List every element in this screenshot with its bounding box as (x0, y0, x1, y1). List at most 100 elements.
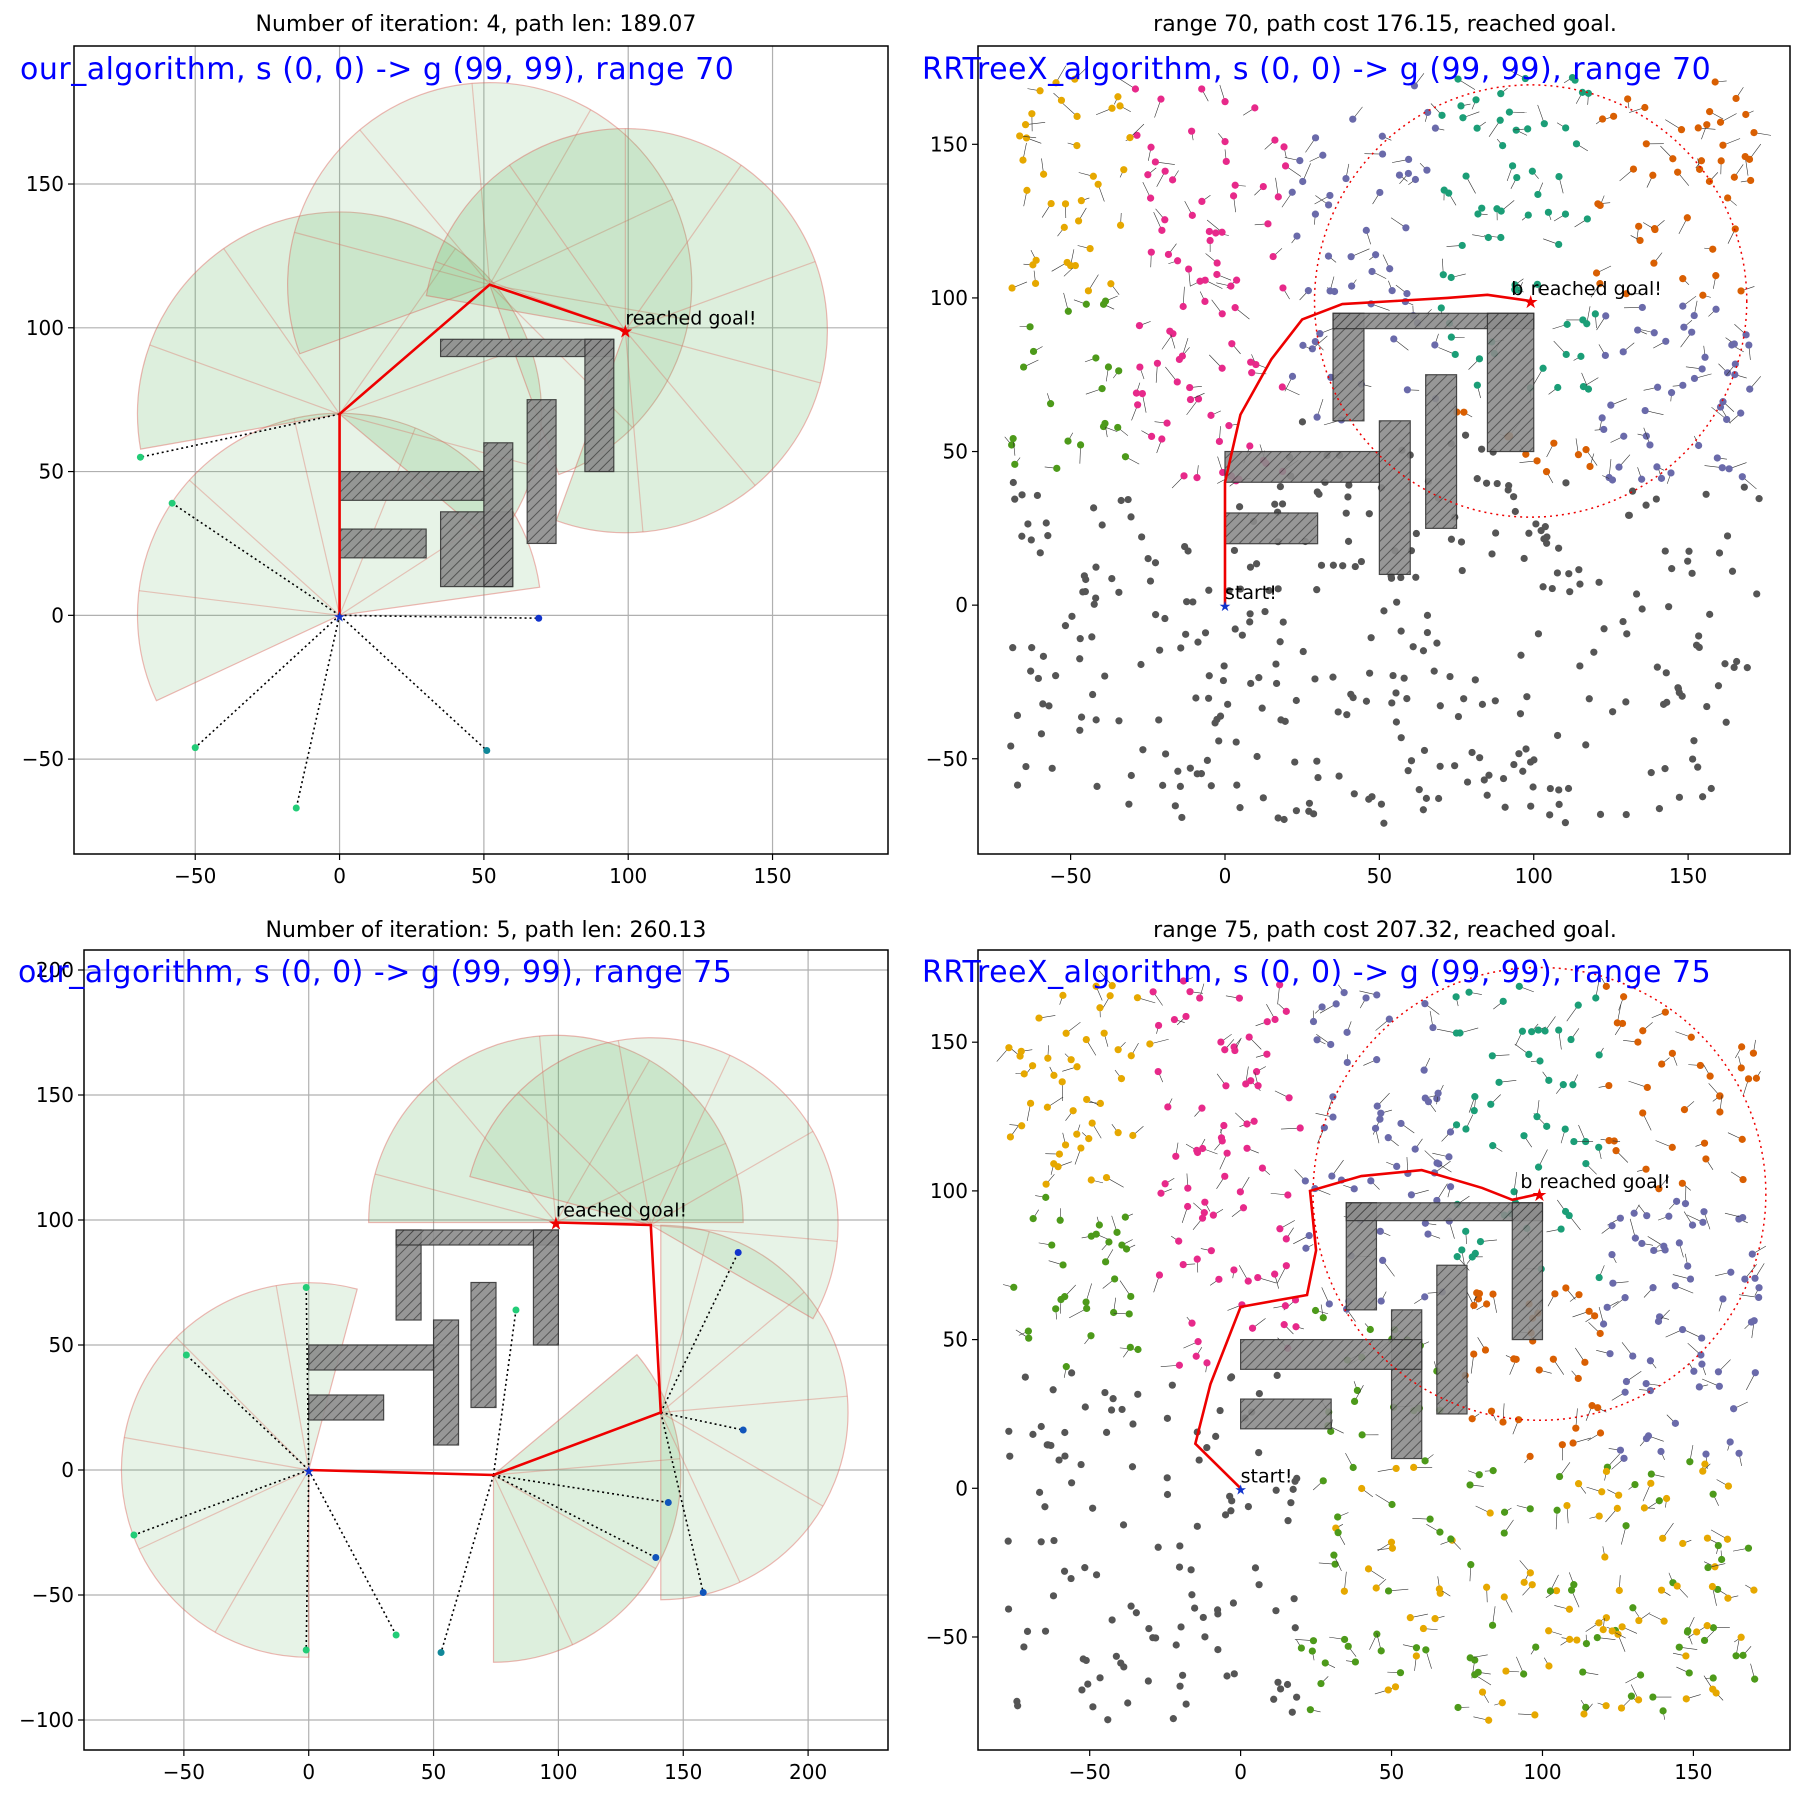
tree-node (1296, 1124, 1304, 1132)
tree-node (1046, 400, 1055, 408)
tree-node (1073, 1063, 1081, 1071)
tree-node (1029, 261, 1037, 269)
tree-node (1135, 322, 1144, 330)
tree-node (1169, 176, 1177, 184)
tree-node (1694, 124, 1702, 132)
x-tick-label: 50 (471, 864, 496, 888)
frontier-point (130, 1531, 138, 1539)
visibility-sector (660, 1224, 849, 1601)
tree-node (1372, 1584, 1380, 1592)
tree-node (1358, 1484, 1366, 1493)
tree-node (1273, 1371, 1281, 1380)
tree-node (1133, 994, 1142, 1002)
tree-node (1740, 483, 1748, 491)
sector-ray (138, 1469, 309, 1550)
tree-node (1213, 715, 1221, 724)
tree-node (1391, 1683, 1400, 1691)
tree-node (1421, 1457, 1429, 1465)
tree-node (1573, 1636, 1581, 1644)
tree-node (1663, 698, 1671, 706)
obstacle (1486, 312, 1535, 453)
tree-node (1280, 815, 1288, 824)
tree-node (1158, 435, 1166, 443)
tree-node (1049, 1386, 1057, 1394)
tree-node (1693, 1628, 1701, 1636)
tree-node (1229, 192, 1238, 200)
tree-node (1376, 188, 1384, 197)
tree-node (1724, 1482, 1733, 1490)
tree-node (1684, 557, 1692, 565)
tree-node (1373, 1056, 1381, 1064)
tree-node (1673, 1197, 1681, 1205)
tree-node (1679, 381, 1687, 389)
tree-node (1008, 284, 1016, 292)
tree-node (1405, 155, 1413, 164)
tree-node (1721, 660, 1729, 668)
tree-node (1662, 669, 1670, 677)
tree-node (1409, 643, 1417, 651)
tree-node (1555, 544, 1563, 552)
tree-node (1152, 611, 1160, 619)
tree-node (1199, 1144, 1207, 1153)
tree-node (1600, 425, 1608, 434)
tree-node (1116, 102, 1124, 110)
tree-node (1682, 1695, 1690, 1703)
tree-node (1335, 772, 1343, 780)
tree-node (1541, 1027, 1549, 1035)
tree-node (1741, 1275, 1749, 1283)
y-tick-label: −50 (22, 747, 64, 771)
tree-node (1505, 108, 1514, 116)
tree-node (1480, 776, 1488, 784)
tree-node (1101, 419, 1109, 428)
tree-node (1548, 584, 1556, 593)
tree-node (1608, 476, 1617, 484)
tree-node (1420, 1066, 1428, 1074)
x-tick-label: 100 (539, 1760, 577, 1784)
sector-ray (471, 83, 491, 285)
tree-node (1463, 778, 1472, 786)
tree-node (1226, 1492, 1234, 1500)
tree-node (1212, 229, 1220, 237)
tree-node (1607, 401, 1615, 409)
tree-node (1486, 1509, 1494, 1517)
tree-node (1555, 240, 1563, 249)
tree-node (1005, 1427, 1013, 1435)
tree-node (1281, 1302, 1289, 1310)
tree-node (1497, 233, 1505, 242)
tree-node (1274, 1678, 1282, 1686)
tree-node (1478, 204, 1486, 212)
tree-node (1377, 800, 1386, 808)
tree-node (1384, 1134, 1392, 1142)
tree-node (1595, 1619, 1603, 1627)
tree-node (1679, 275, 1687, 283)
tree-node (1677, 126, 1686, 134)
tree-node (1536, 1057, 1544, 1065)
tree-node (1205, 227, 1213, 236)
tree-node (1565, 570, 1573, 578)
tree-node (1542, 468, 1551, 476)
tree-node (1342, 509, 1350, 517)
tree-node (1534, 1026, 1542, 1034)
tree-node (1519, 767, 1527, 775)
y-tick-label: 100 (36, 1208, 74, 1232)
y-tick-label: 50 (39, 460, 64, 484)
tree-node (1088, 1119, 1096, 1127)
tree-node (1525, 529, 1533, 537)
tree-node (1126, 1343, 1134, 1351)
tree-node (1471, 676, 1479, 684)
tree-node (1638, 1239, 1646, 1248)
tree-node (1458, 241, 1466, 250)
tree-node (1201, 629, 1210, 637)
tree-node (1668, 565, 1676, 573)
tree-node (1403, 694, 1411, 703)
tree-node (1149, 988, 1157, 996)
tree-node (1751, 1274, 1759, 1282)
tree-node (1582, 741, 1590, 749)
tree-node (1292, 696, 1300, 705)
tree-node (1446, 1183, 1455, 1191)
tree-node (1690, 737, 1698, 745)
tree-node (1540, 120, 1548, 128)
tree-node (1745, 341, 1753, 349)
tree-node (1144, 1677, 1152, 1685)
tree-node (1019, 156, 1027, 164)
